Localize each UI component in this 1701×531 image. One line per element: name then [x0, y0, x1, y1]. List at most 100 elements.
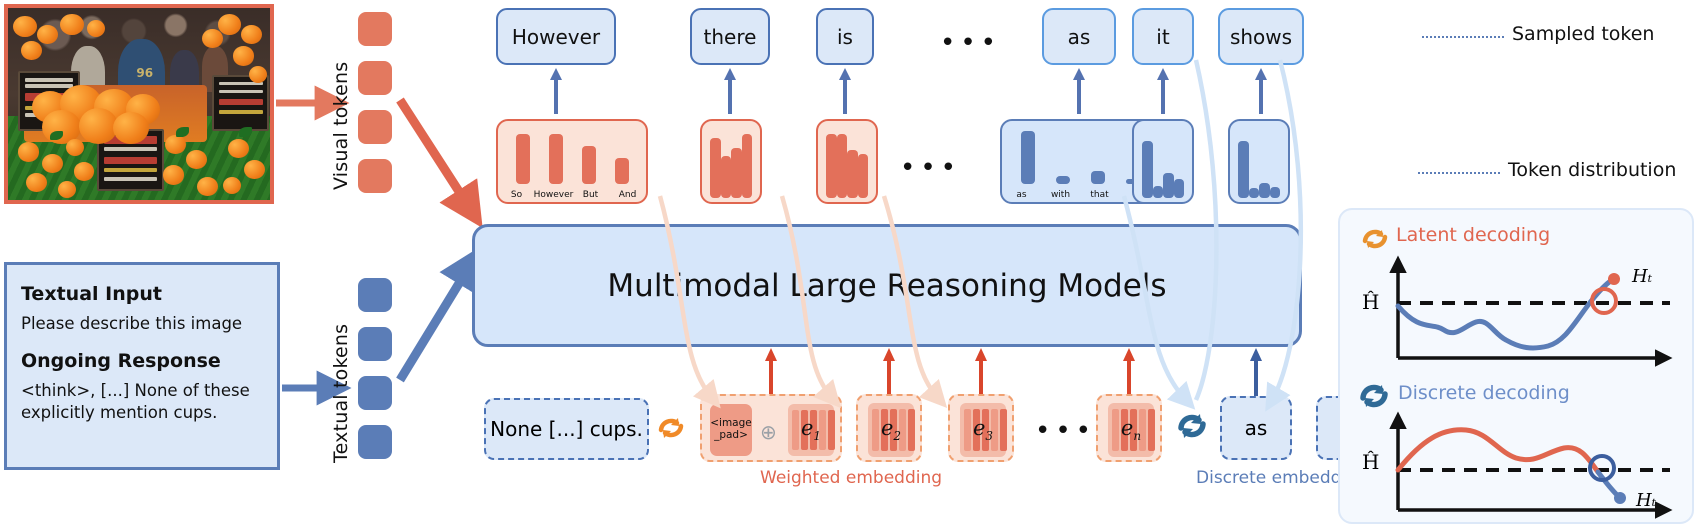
embedding-input-arrow [1123, 348, 1135, 394]
distribution-bar-label: as [1016, 190, 1027, 200]
textual-tokens-label: Textual tokens [330, 323, 352, 463]
textual-tokens-arrow [282, 370, 352, 406]
visual-token-chip [358, 61, 392, 95]
distribution-bar [1142, 141, 1153, 198]
weighted-embedding-box: e3 [948, 394, 1014, 462]
distribution-bar [857, 153, 868, 198]
embedding-ellipsis: ••• [1035, 416, 1097, 446]
sampled-token-box: shows [1218, 8, 1304, 65]
distribution-bar [710, 137, 721, 198]
latent-decoding-chart [1389, 255, 1673, 367]
embedding-input-arrow [765, 348, 777, 394]
discrete-endpoint-label: Hₜ [1636, 490, 1657, 511]
sampled-token-box: it [1132, 8, 1194, 65]
distribution-bar [826, 134, 837, 198]
visual-token-chip [358, 110, 392, 144]
distribution-bar-label: with [1050, 190, 1071, 200]
distribution-bar [731, 147, 742, 198]
distribution-ellipsis: ••• [900, 153, 962, 183]
discrete-embedding-caption: Discrete embedding [1196, 468, 1368, 488]
e1-embedding-cell: e1 [788, 404, 835, 456]
latent-endpoint-label: Hₜ [1632, 266, 1653, 287]
visual-token-chip [358, 159, 392, 193]
distribution-bar [836, 134, 847, 198]
model-box: Multimodal Large Reasoning Models [472, 224, 1302, 347]
textual-input-prompt: Please describe this image [21, 314, 243, 333]
distribution-bar [1259, 183, 1270, 198]
token-sample-arrow [724, 68, 736, 114]
embedding-cell: e2 [868, 403, 915, 457]
distribution-bar [614, 157, 629, 184]
distribution-bar [1152, 185, 1163, 198]
ongoing-response-text: <think>, [...] None of these explicitly … [21, 381, 250, 422]
distribution-bar-label: And [618, 190, 637, 200]
sampled-token-box: However [496, 8, 616, 65]
decoding-inset-panel: Latent decoding Ĥ Hₜ Discrete decoding Ĥ… [1338, 208, 1694, 524]
embedding-cell: e3 [960, 403, 1007, 457]
input-image: 96 [4, 4, 274, 204]
visual-tokens-arrow [276, 85, 350, 121]
visual-token-chips [358, 12, 398, 197]
discrete-loop-icon [1178, 414, 1206, 438]
previous-response-box: None [...] cups. [484, 398, 649, 460]
legend-leader-2 [1418, 172, 1500, 174]
token-distribution-box [700, 119, 762, 204]
textual-token-chip [358, 278, 392, 312]
visual-token-chip [358, 12, 392, 46]
discrete-refresh-icon [1360, 384, 1388, 408]
textual-token-chip [358, 376, 392, 410]
distribution-bar [741, 134, 752, 198]
distribution-bar [515, 133, 530, 184]
model-box-label: Multimodal Large Reasoning Models [607, 267, 1167, 304]
token-distribution-box [816, 119, 878, 204]
ongoing-response-heading: Ongoing Response [21, 350, 221, 373]
textual-input-heading: Textual Input [21, 283, 162, 305]
sampled-token-box: is [816, 8, 874, 65]
legend-sampled-token: Sampled token [1512, 23, 1655, 45]
embedding-cell: en [1108, 403, 1155, 457]
discrete-input-arrow [1250, 348, 1262, 396]
weighted-embedding-box: e2 [856, 394, 922, 462]
distribution-bar [1020, 131, 1035, 184]
discrete-decoding-title: Discrete decoding [1398, 382, 1570, 404]
distribution-bar [1163, 172, 1174, 198]
distribution-bar [720, 156, 731, 198]
plus-icon: ⊕ [760, 420, 777, 444]
visual-to-model-arrow [396, 97, 483, 229]
textual-token-chip [358, 327, 392, 361]
embedding-input-arrow [883, 348, 895, 394]
textual-token-chip [358, 425, 392, 459]
textual-to-model-arrow [396, 245, 483, 383]
token-distribution-box: So However But And [496, 119, 648, 204]
distribution-bar [1238, 141, 1249, 198]
image-pad-token: <image _pad> [710, 404, 752, 456]
token-sample-arrow [1073, 68, 1085, 114]
token-sample-arrow [1157, 68, 1169, 114]
weighted-embedding-caption: Weighted embedding [760, 468, 943, 488]
latent-threshold-label: Ĥ [1362, 290, 1380, 314]
weighted-embedding-first-box: <image _pad> ⊕ e1 [700, 394, 842, 462]
distribution-bar [581, 145, 596, 184]
distribution-bar [1173, 179, 1184, 198]
legend-leader-1 [1422, 36, 1504, 38]
token-distribution-box [1132, 119, 1194, 204]
latent-loop-icon [658, 418, 684, 438]
distribution-bar [1269, 187, 1280, 198]
distribution-bar [1055, 176, 1070, 184]
distribution-bar-label: that [1090, 190, 1109, 200]
discrete-decoding-chart [1389, 411, 1673, 519]
distribution-bar-label: However [533, 190, 574, 200]
distribution-bar-label: So [510, 190, 523, 200]
sampled-token-box: there [690, 8, 770, 65]
token-sample-arrow [1255, 68, 1267, 114]
distribution-bar [548, 133, 563, 184]
discrete-threshold-label: Ĥ [1362, 450, 1380, 474]
legend-token-distribution: Token distribution [1508, 159, 1677, 181]
token-sample-arrow [839, 68, 851, 114]
latent-decoding-title: Latent decoding [1396, 224, 1551, 246]
sampled-token-ellipsis: ••• [940, 28, 1002, 58]
discrete-embedding-box: as [1220, 396, 1292, 460]
textual-token-chips [358, 278, 398, 463]
distribution-bar [847, 149, 858, 198]
embedding-input-arrow [975, 348, 987, 394]
